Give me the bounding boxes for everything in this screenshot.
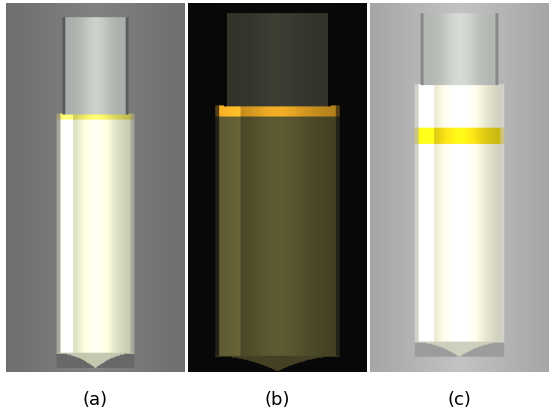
Text: (c): (c) [447, 390, 471, 408]
Text: (a): (a) [83, 390, 107, 408]
Text: (b): (b) [264, 390, 290, 408]
